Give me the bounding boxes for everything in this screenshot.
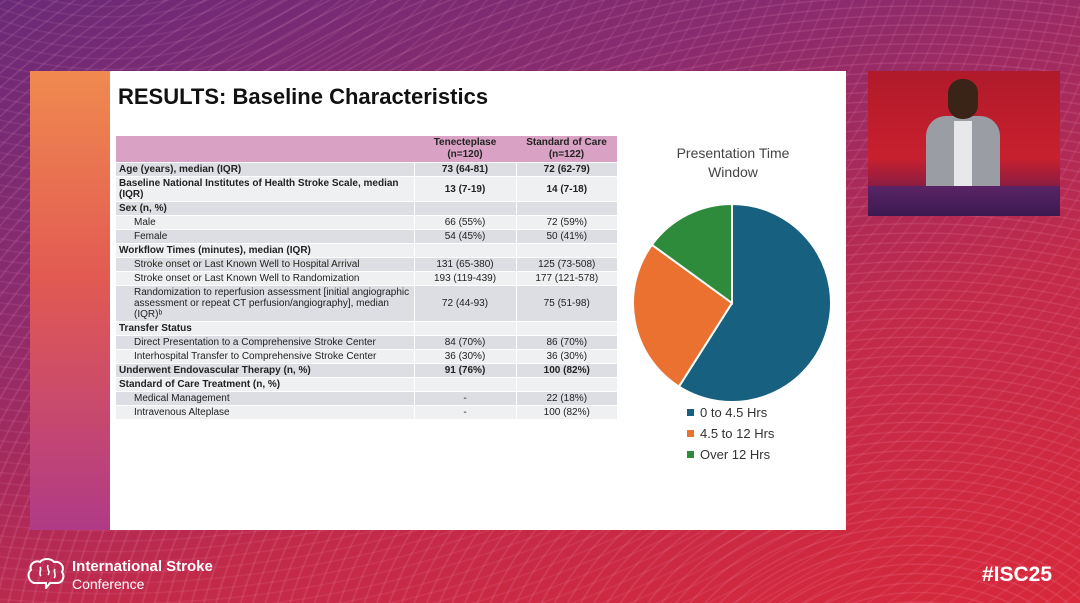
standard-of-care-value: 50 (41%) [515, 229, 617, 244]
row-label: Randomization to reperfusion assessment … [116, 285, 414, 322]
legend-swatch [687, 430, 694, 437]
standard-of-care-value: 177 (121-578) [515, 271, 617, 286]
tenecteplase-value: 73 (64-81) [413, 162, 516, 177]
table-row: Underwent Endovascular Therapy (n, %) 91 … [116, 363, 617, 378]
table-row: Age (years), median (IQR) 73 (64-81) 72 (6… [116, 162, 617, 177]
tenecteplase-value: 193 (119-439) [413, 271, 516, 286]
standard-of-care-value [515, 201, 617, 216]
standard-of-care-value: 125 (73-508) [515, 257, 617, 272]
legend-item: 4.5 to 12 Hrs [687, 423, 774, 444]
tenecteplase-value [413, 201, 516, 216]
table-row: Baseline National Institutes of Health S… [116, 176, 617, 202]
table-row: Medical Management -22 (18%) [116, 391, 617, 406]
standard-of-care-value: 22 (18%) [515, 391, 617, 406]
pie-slice [632, 243, 734, 388]
brain-icon [27, 558, 65, 589]
table-row: Interhospital Transfer to Comprehensive … [116, 349, 617, 364]
footer-conference: Conference [72, 576, 145, 592]
standard-of-care-value [515, 243, 617, 258]
speaker-video [868, 71, 1060, 216]
standard-of-care-value: 75 (51-98) [515, 285, 617, 322]
row-label: Female [116, 229, 414, 244]
row-label: Standard of Care Treatment (n, %) [116, 377, 414, 392]
tenecteplase-value: 36 (30%) [413, 349, 516, 364]
tenecteplase-value: 84 (70%) [413, 335, 516, 350]
slide-title: RESULTS: Baseline Characteristics [118, 84, 489, 109]
tenecteplase-value: 72 (44-93) [413, 285, 516, 322]
standard-of-care-value [515, 321, 617, 336]
row-label: Baseline National Institutes of Health S… [116, 176, 414, 202]
tenecteplase-value: 54 (45%) [413, 229, 516, 244]
standard-of-care-value: 72 (59%) [515, 215, 617, 230]
row-label: Stroke onset or Last Known Well to Hospi… [116, 257, 414, 272]
tenecteplase-value: 131 (65-380) [413, 257, 516, 272]
footer-org-name: International Stroke [72, 558, 213, 575]
standard-of-care-value: 100 (82%) [515, 405, 617, 420]
standard-of-care-value [515, 377, 617, 392]
table-row: Direct Presentation to a Comprehensive S… [116, 335, 617, 350]
standard-of-care-value: 100 (82%) [515, 363, 617, 378]
tenecteplase-value [413, 243, 516, 258]
table-row: Stroke onset or Last Known Well to Hospi… [116, 257, 617, 272]
table-row: Stroke onset or Last Known Well to Rando… [116, 271, 617, 286]
legend-swatch [687, 409, 694, 416]
table-row: Transfer Status [116, 321, 617, 336]
tenecteplase-value [413, 377, 516, 392]
row-label: Sex (n, %) [116, 201, 414, 216]
table-row: Intravenous Alteplase -100 (82%) [116, 405, 617, 420]
standard-of-care-value: 36 (30%) [515, 349, 617, 364]
table-row: Workflow Times (minutes), median (IQR) [116, 243, 617, 258]
row-label: Workflow Times (minutes), median (IQR) [116, 243, 414, 258]
legend-label: 0 to 4.5 Hrs [700, 405, 768, 420]
table-header-row: Tenecteplase (n=120) Standard of Care (n=1… [116, 136, 617, 163]
speaker-shirt [954, 121, 972, 191]
tenecteplase-value: 91 (76%) [413, 363, 516, 378]
row-label: Direct Presentation to a Comprehensive S… [116, 335, 414, 350]
table-row: Sex (n, %) [116, 201, 617, 216]
pie-slice [677, 202, 832, 403]
podium [868, 186, 1060, 216]
standard-of-care-value: 14 (7-18) [515, 176, 617, 202]
row-label: Interhospital Transfer to Comprehensive … [116, 349, 414, 364]
row-label: Stroke onset or Last Known Well to Rando… [116, 271, 414, 286]
legend-item: 0 to 4.5 Hrs [687, 402, 774, 423]
table-row: Female 54 (45%) 50 (41%) [116, 229, 617, 244]
presentation-slide: RESULTS: Baseline Characteristics Tenect… [110, 71, 846, 530]
pie-slice [650, 202, 733, 305]
slide-accent-bar [30, 71, 110, 530]
row-label: Male [116, 215, 414, 230]
footer-hashtag: #ISC25 [982, 563, 1053, 586]
pie-chart [632, 202, 832, 403]
tenecteplase-value: - [413, 405, 516, 420]
pie-legend: 0 to 4.5 Hrs 4.5 to 12 Hrs Over 12 Hrs [687, 402, 774, 465]
standard-of-care-value: 72 (62-79) [515, 162, 617, 177]
pie-title: Presentation Time Window [676, 145, 790, 180]
table-row: Standard of Care Treatment (n, %) [116, 377, 617, 392]
baseline-table: Tenecteplase (n=120) Standard of Care (n=1… [116, 136, 617, 420]
legend-label: 4.5 to 12 Hrs [700, 426, 775, 441]
tenecteplase-value: - [413, 391, 516, 406]
table-header-standard-of-care: Standard of Care (n=122) [516, 136, 617, 163]
row-label: Age (years), median (IQR) [116, 162, 414, 177]
standard-of-care-value: 86 (70%) [515, 335, 617, 350]
table-header-label [116, 136, 414, 163]
table-row: Randomization to reperfusion assessment … [116, 285, 617, 322]
tenecteplase-value [413, 321, 516, 336]
row-label: Underwent Endovascular Therapy (n, %) [116, 363, 414, 378]
legend-swatch [687, 451, 694, 458]
speaker-head [948, 79, 978, 119]
tenecteplase-value: 13 (7-19) [413, 176, 516, 202]
legend-label: Over 12 Hrs [700, 447, 771, 462]
row-label: Transfer Status [116, 321, 414, 336]
tenecteplase-value: 66 (55%) [413, 215, 516, 230]
legend-item: Over 12 Hrs [687, 444, 774, 465]
table-header-tenecteplase: Tenecteplase (n=120) [414, 136, 516, 163]
row-label: Medical Management [116, 391, 414, 406]
row-label: Intravenous Alteplase [116, 405, 414, 420]
table-row: Male 66 (55%) 72 (59%) [116, 215, 617, 230]
